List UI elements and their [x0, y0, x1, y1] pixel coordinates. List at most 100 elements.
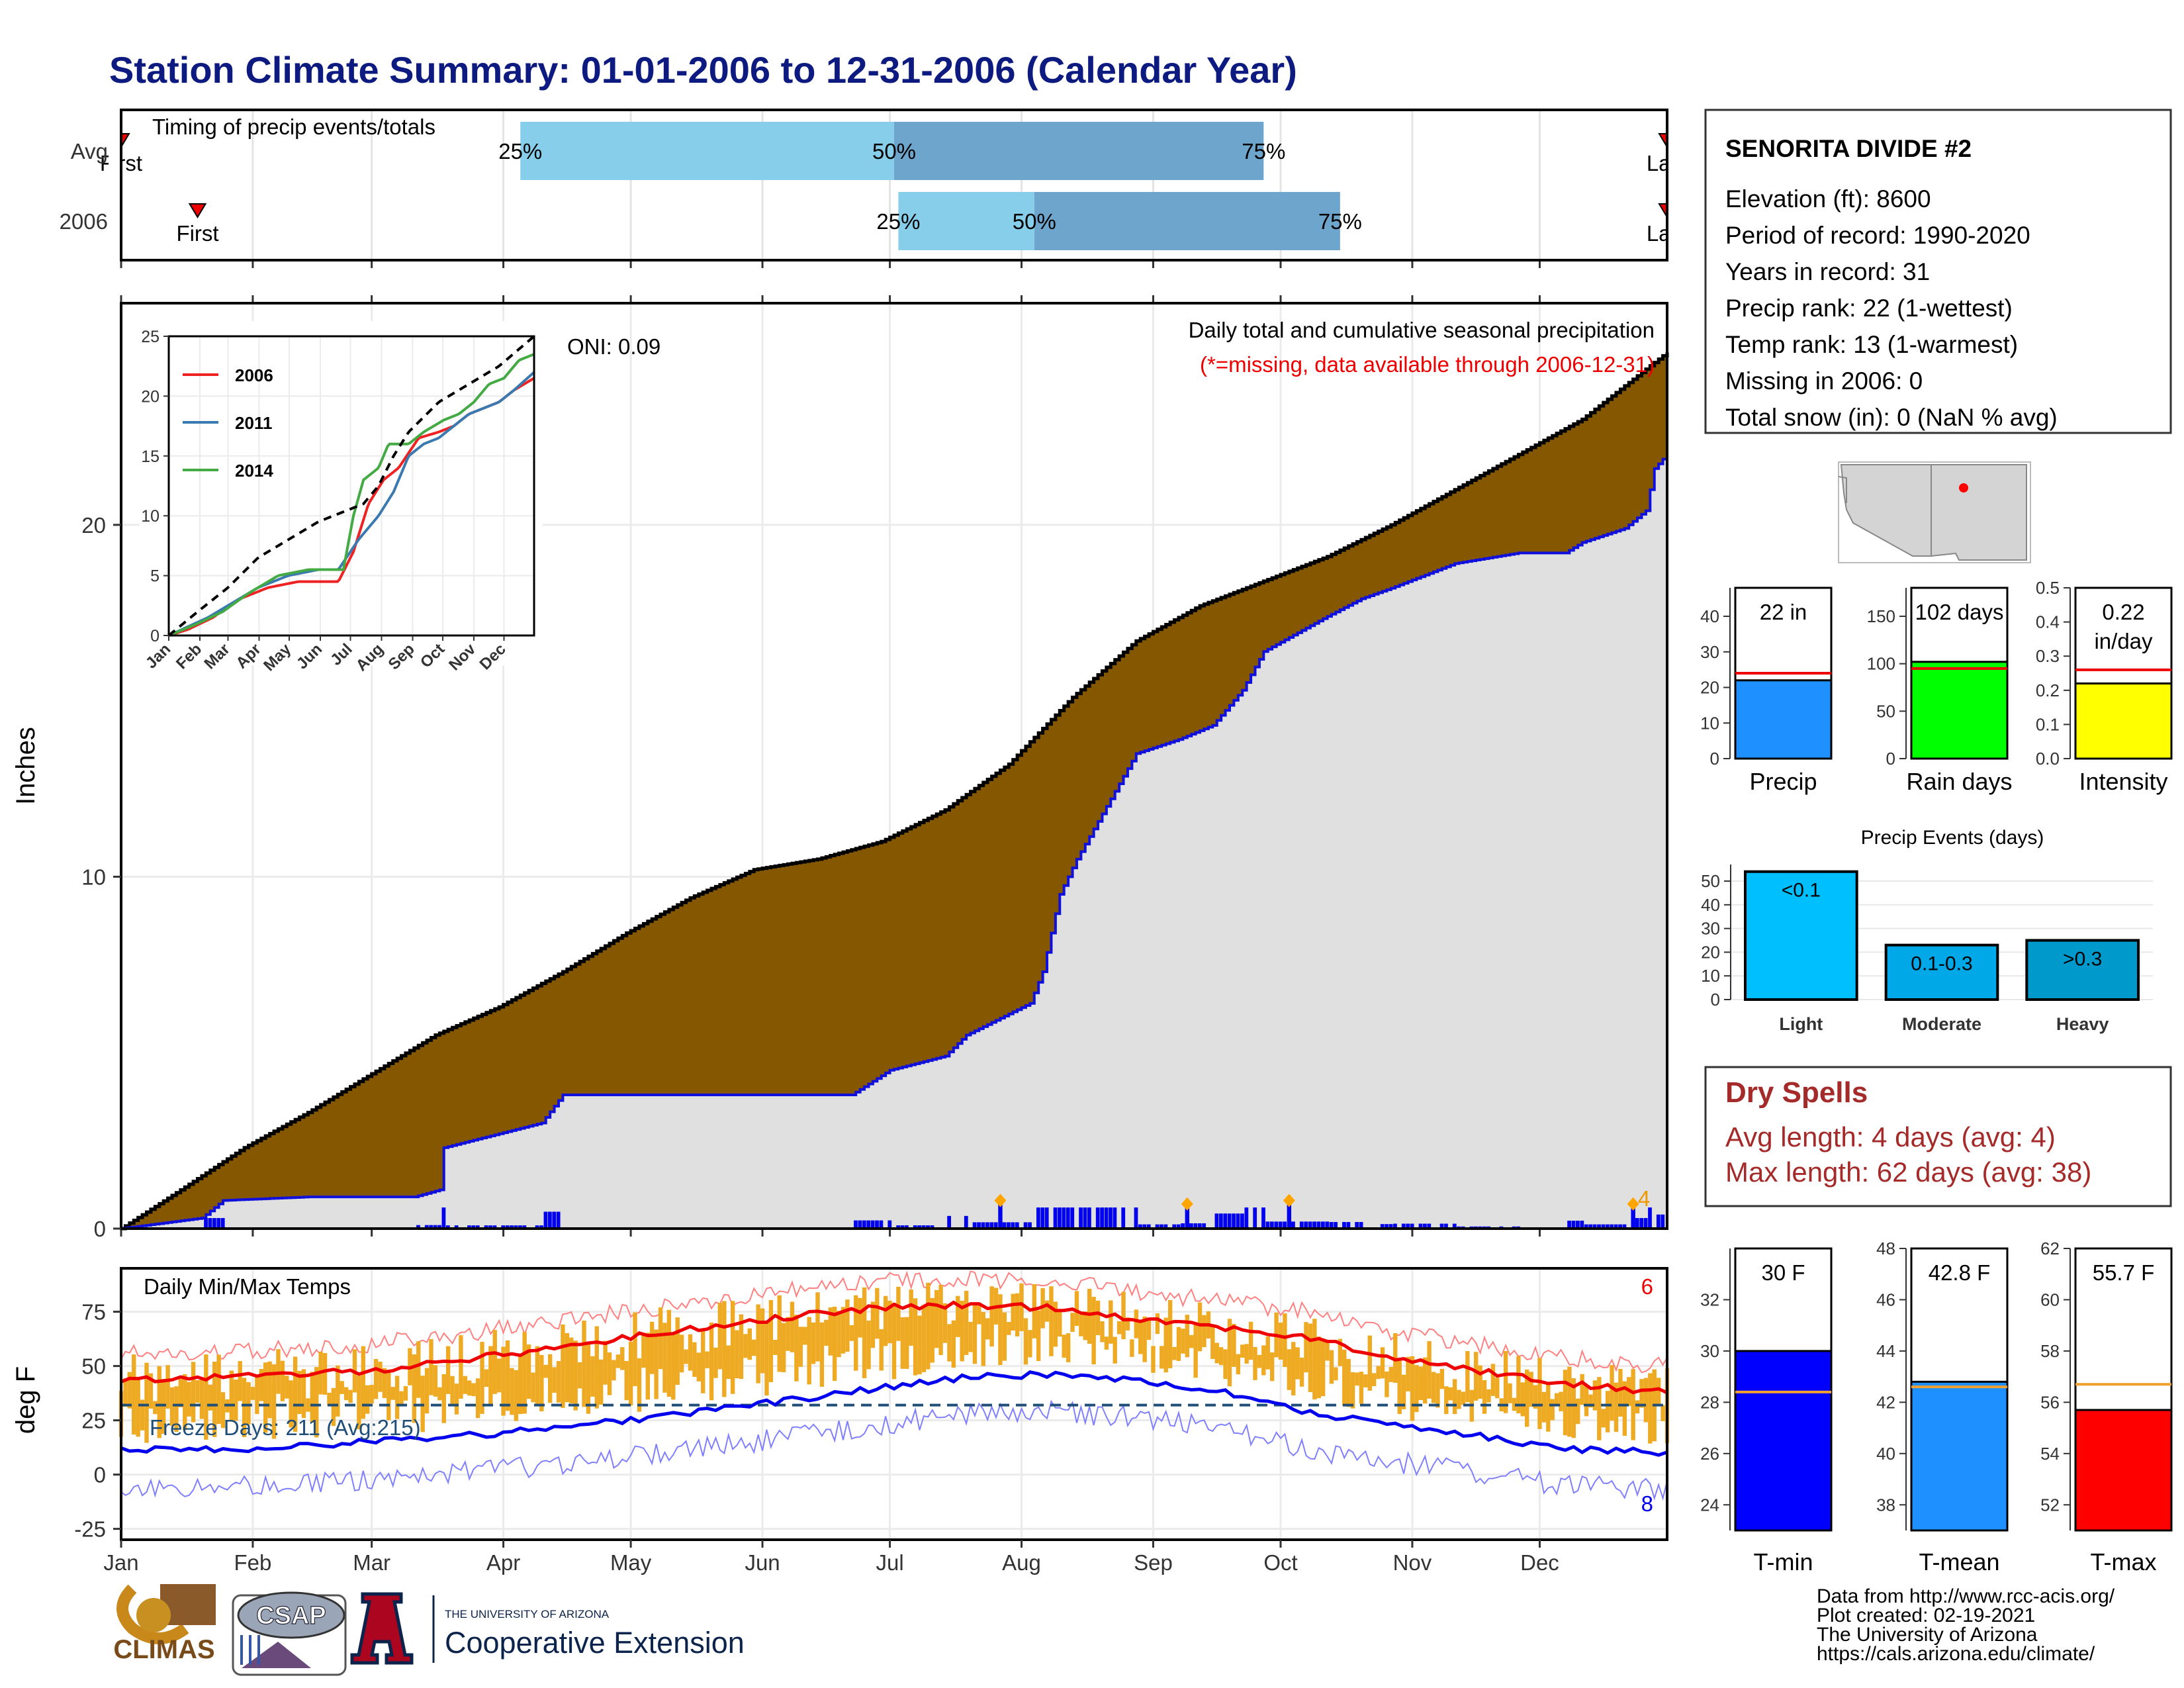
daily-temp-bar	[437, 1387, 442, 1401]
daily-precip-bar	[1584, 1224, 1588, 1229]
daily-temp-bar	[968, 1321, 973, 1352]
temp-ytick-label-4: 75	[81, 1300, 106, 1325]
daily-temp-bar	[1503, 1351, 1508, 1413]
daily-temp-bar	[357, 1376, 361, 1430]
daily-precip-bar	[518, 1225, 522, 1229]
daily-precip-bar	[1291, 1221, 1295, 1229]
timing-label: Timing of precip events/totals	[152, 115, 435, 139]
daily-precip-bar	[1113, 1207, 1117, 1229]
csap-rain	[240, 1635, 260, 1665]
daily-temp-bar	[569, 1337, 574, 1404]
inset-series-line-2014	[168, 353, 535, 637]
month-label-mar: Mar	[353, 1550, 390, 1575]
daily-temp-bar	[709, 1322, 714, 1401]
events-ytick-label-3: 30	[1701, 919, 1720, 939]
daily-temp-bar	[1257, 1354, 1262, 1368]
daily-precip-bar	[1189, 1223, 1193, 1229]
timing-pct-label-0-0: 25%	[498, 139, 542, 164]
daily-temp-bar	[666, 1309, 672, 1397]
daily-temp-bar	[174, 1386, 179, 1432]
precip-events-chart: 0 10 20 30 40 50 <0.1 Light 0.1-0.3 Moderate >0.3 H…	[1701, 865, 2153, 1034]
daily-temp-bar	[879, 1329, 884, 1371]
daily-temp-bar	[492, 1330, 497, 1394]
daily-precip-bar	[1218, 1213, 1223, 1229]
first-label-1: First	[176, 221, 218, 246]
daily-precip-max-bar-3	[1631, 1203, 1635, 1229]
daily-temp-bar	[1355, 1372, 1359, 1386]
month-label-dec: Dec	[1520, 1550, 1559, 1575]
daily-temp-bar	[1601, 1409, 1606, 1428]
daily-temp-bar	[441, 1374, 446, 1423]
climas-sun	[136, 1598, 171, 1632]
timing-row-label-year: 2006	[60, 209, 108, 234]
daily-temp-bar	[1406, 1356, 1410, 1391]
daily-temp-bar	[1567, 1366, 1572, 1437]
daily-temp-bar	[866, 1320, 871, 1370]
gauge-ytick-label-2-1: 0.1	[2036, 714, 2060, 734]
daily-precip-bar	[905, 1225, 909, 1229]
daily-temp-bar	[594, 1326, 599, 1409]
daily-temp-bar	[637, 1358, 642, 1412]
temp-frame	[120, 1267, 1668, 1541]
timing-pct-label-1-0: 25%	[876, 209, 920, 234]
daily-temp-bar	[1359, 1372, 1364, 1404]
gauge-ytick-label-0-4: 32	[1700, 1289, 1719, 1309]
gauge-category-label-0: T-min	[1754, 1548, 1813, 1575]
daily-temp-bar	[726, 1345, 731, 1380]
gauge-bar-t-min	[1734, 1350, 1833, 1532]
inset-background	[139, 321, 543, 665]
daily-temp-bar	[909, 1289, 913, 1346]
daily-temp-bar	[1397, 1360, 1402, 1415]
daily-precip-bar	[1007, 1222, 1011, 1229]
daily-temp-bar	[399, 1391, 404, 1405]
gauge-ytick-label-0-2: 28	[1700, 1392, 1719, 1412]
daily-temp-bar	[153, 1401, 158, 1415]
daily-precip-bar	[1325, 1221, 1330, 1229]
daily-precip-bar	[1036, 1207, 1040, 1229]
daily-temp-bar	[1210, 1326, 1215, 1359]
gauge-category-label-1: T-mean	[1919, 1548, 1999, 1575]
daily-precip-max-bar-0	[998, 1200, 1003, 1229]
daily-temp-bar	[369, 1385, 374, 1404]
daily-temp-bar	[1125, 1317, 1130, 1331]
daily-temp-bar	[942, 1303, 948, 1343]
daily-temp-bar	[777, 1295, 782, 1372]
daily-temp-bar	[1121, 1291, 1126, 1340]
daily-precip-bar	[964, 1215, 968, 1229]
daily-precip-bar	[1346, 1222, 1351, 1229]
daily-precip-bar	[1095, 1207, 1100, 1229]
dry-spells-avg: Avg length: 4 days (avg: 4)	[1725, 1121, 2056, 1152]
gauge-ytick-label-0-3: 30	[1700, 1341, 1719, 1361]
daily-temp-bar	[1452, 1379, 1457, 1415]
daily-temp-bar	[1592, 1380, 1598, 1411]
daily-temp-bar	[1656, 1378, 1661, 1406]
daily-precip-bar	[1452, 1223, 1457, 1229]
daily-precip-bar	[1172, 1224, 1177, 1229]
daily-temp-bar	[314, 1367, 319, 1438]
daily-temp-bar	[1541, 1391, 1547, 1423]
daily-temp-bar	[169, 1387, 175, 1426]
daily-precip-bar	[862, 1220, 866, 1229]
extreme-count: 4	[1638, 1186, 1650, 1211]
daily-temp-bar	[234, 1380, 238, 1421]
daily-temp-bar	[445, 1346, 451, 1394]
daily-precip-bar	[484, 1225, 488, 1229]
daily-temp-bar	[811, 1322, 816, 1364]
inset-frame	[167, 335, 535, 637]
daily-precip-bar	[1138, 1224, 1142, 1229]
daily-temp-bar	[1023, 1318, 1028, 1365]
daily-precip-bar	[1109, 1207, 1113, 1229]
daily-precip-bar	[514, 1225, 518, 1229]
daily-temp-bar	[475, 1378, 480, 1419]
gauge-ytick-label-1-1: 50	[1876, 701, 1895, 721]
station-info-frame	[1704, 109, 2172, 434]
month-axis: Jan Feb Mar Apr May Jun Jul Aug Sep Oct Nov Dec	[103, 1540, 1559, 1575]
daily-temp-bar	[985, 1318, 990, 1340]
daily-temp-bar	[373, 1358, 379, 1399]
daily-precip-max-marker-0	[994, 1194, 1007, 1207]
inset-ytick-label-2: 10	[141, 507, 159, 526]
daily-temp-bar	[1605, 1391, 1610, 1432]
daily-precip-bar	[1053, 1207, 1058, 1229]
timing-pct-label-1-1: 50%	[1013, 209, 1056, 234]
daily-precip-bar	[1011, 1222, 1015, 1229]
